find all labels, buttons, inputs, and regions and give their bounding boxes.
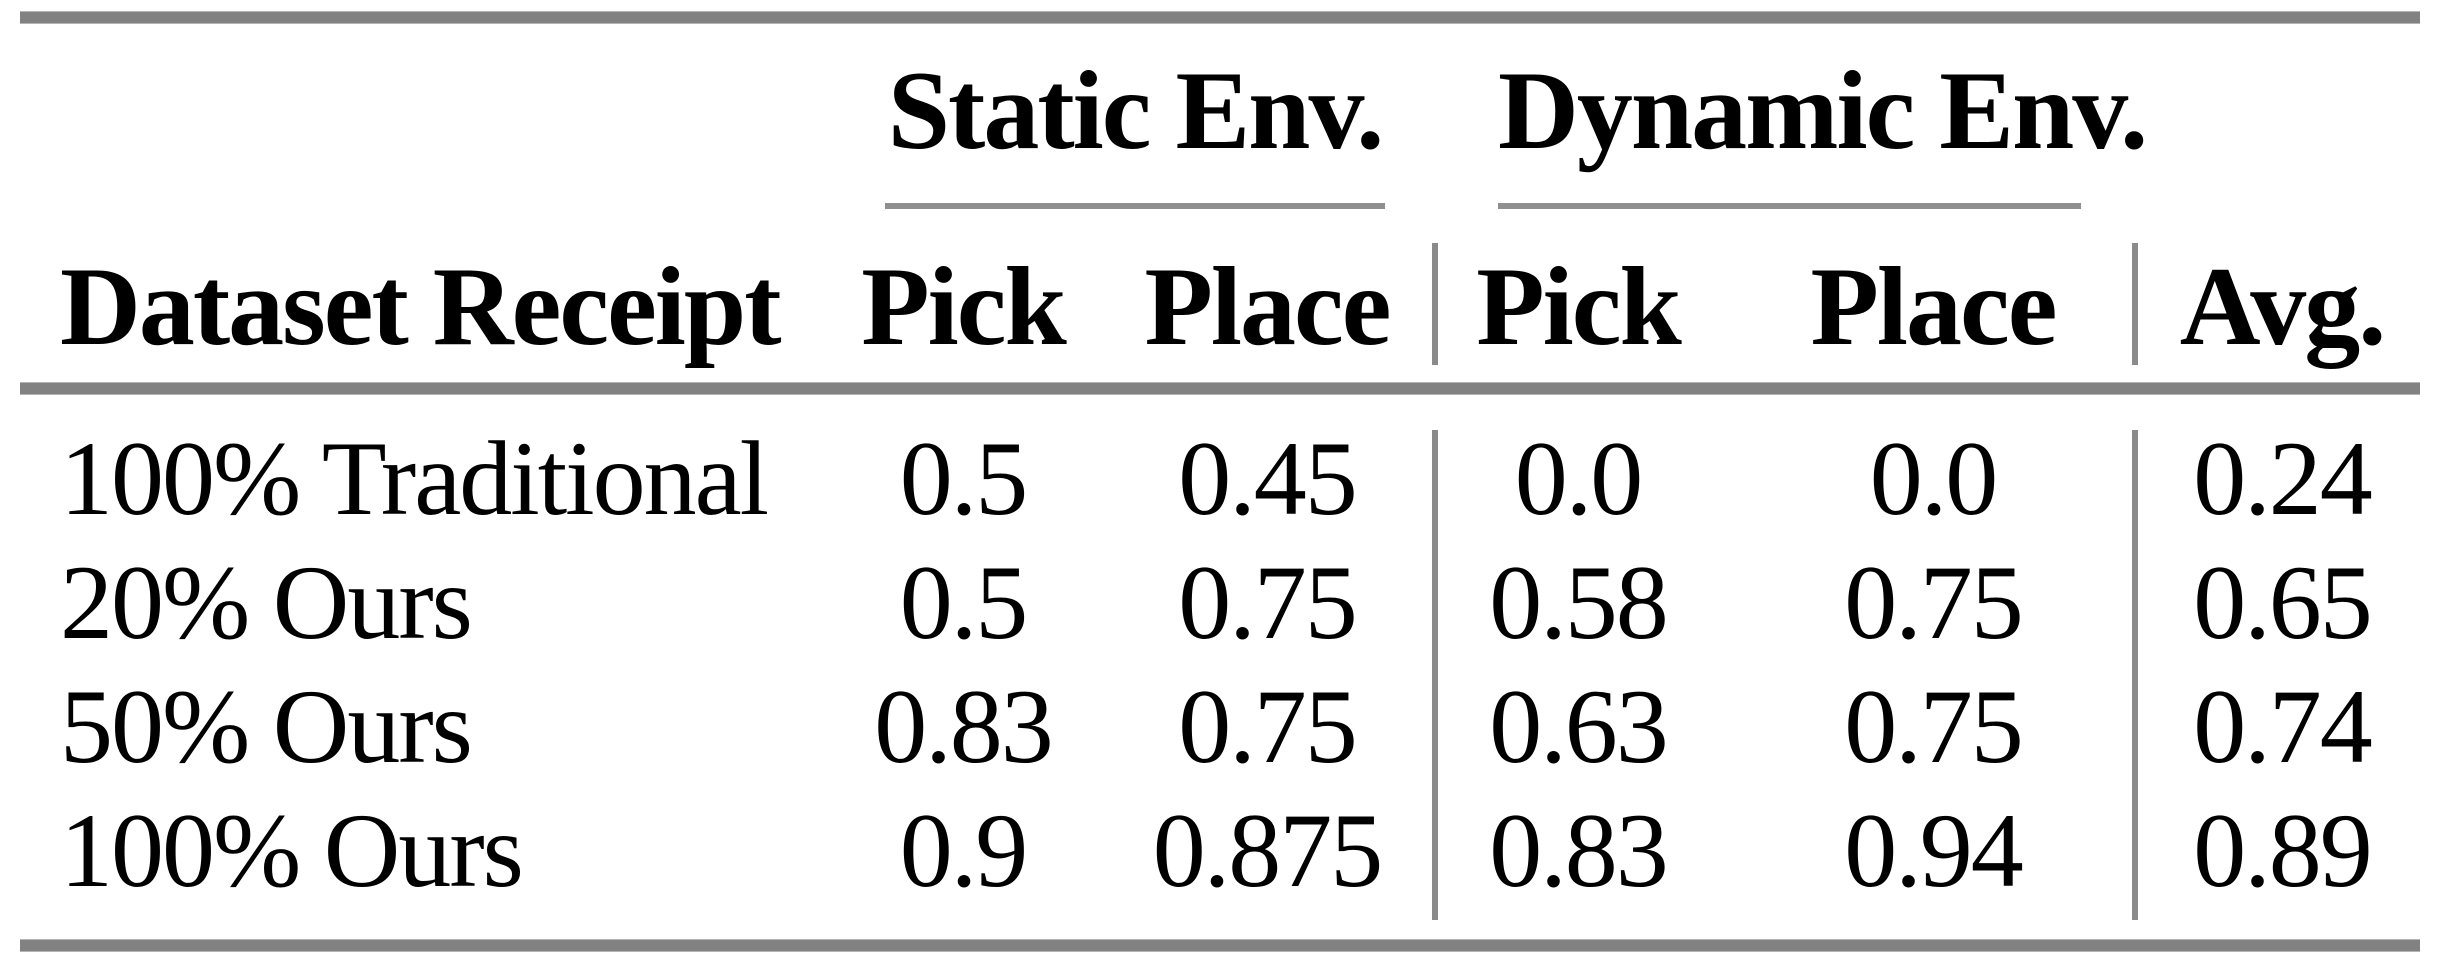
row-label: 100% Traditional [60,420,769,537]
cell-dynamic-place: 0.0 [1869,420,1999,537]
row-label: 50% Ours [60,668,473,785]
table-bottom-rule [20,939,2420,952]
cell-avg: 0.65 [2193,544,2373,661]
cell-static-pick: 0.83 [874,668,1054,785]
column-header-static-pick: Pick [861,245,1067,369]
cell-dynamic-pick: 0.83 [1489,792,1669,909]
column-header-dataset-receipt: Dataset Receipt [60,245,782,369]
vertical-separator-static-dynamic-header [1432,243,1438,365]
cell-dynamic-pick: 0.63 [1489,668,1669,785]
cell-static-place: 0.75 [1178,668,1358,785]
cell-dynamic-pick: 0.0 [1514,420,1644,537]
cell-avg: 0.74 [2193,668,2373,785]
vertical-separator-avg-body [2132,430,2138,920]
cell-static-pick: 0.5 [899,420,1029,537]
cell-dynamic-pick: 0.58 [1489,544,1669,661]
row-label: 20% Ours [60,544,473,661]
group-header-static-env: Static Env. [887,49,1385,173]
cell-dynamic-place: 0.75 [1844,544,2024,661]
cmidrule-static [885,203,1385,209]
vertical-separator-avg-header [2132,243,2138,365]
cmidrule-dynamic [1498,203,2081,209]
column-header-dynamic-pick: Pick [1476,245,1682,369]
cell-static-place: 0.75 [1178,544,1358,661]
cell-avg: 0.89 [2193,792,2373,909]
cell-static-pick: 0.9 [899,792,1029,909]
vertical-separator-static-dynamic-body [1432,430,1438,920]
column-header-static-place: Place [1144,245,1392,369]
cell-dynamic-place: 0.75 [1844,668,2024,785]
cell-static-pick: 0.5 [899,544,1029,661]
cell-dynamic-place: 0.94 [1844,792,2024,909]
cell-static-place: 0.875 [1152,792,1384,909]
column-header-avg: Avg. [2179,245,2387,369]
table-header-rule [20,382,2420,395]
cell-avg: 0.24 [2193,420,2373,537]
table-top-rule [20,11,2420,24]
group-header-dynamic-env: Dynamic Env. [1498,49,2148,173]
cell-static-place: 0.45 [1178,420,1358,537]
row-label: 100% Ours [60,792,524,909]
column-header-dynamic-place: Place [1810,245,2058,369]
